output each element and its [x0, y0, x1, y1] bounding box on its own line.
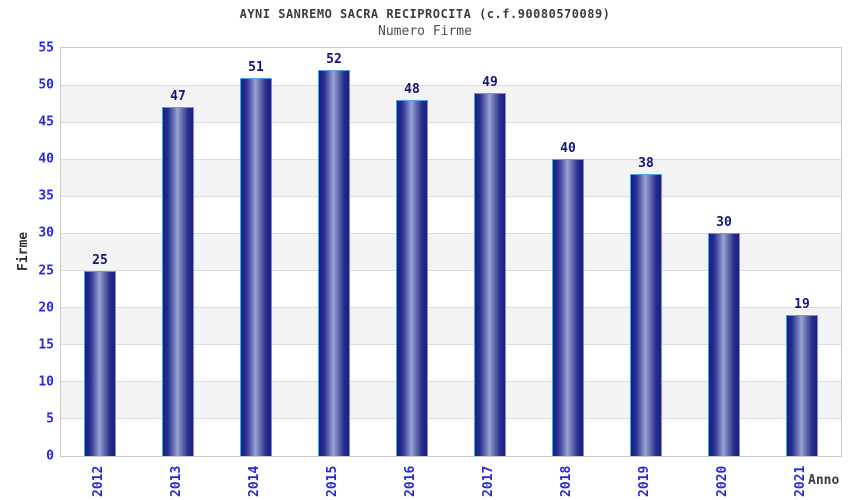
y-tick-label: 35: [38, 188, 54, 204]
x-tick-label: 2020: [715, 465, 730, 497]
bar: [474, 92, 506, 456]
bar: [396, 99, 428, 456]
y-tick-label: 50: [38, 77, 54, 93]
grid-line: [61, 158, 841, 160]
bar: [630, 174, 662, 456]
bar: [162, 107, 194, 456]
bar-value-label: 38: [638, 156, 654, 172]
y-axis-tick-labels: 0 5 10 15 20 25 30 35 40 45 50 55: [0, 41, 54, 464]
x-tick-label: 2016: [403, 465, 418, 497]
grid-line: [61, 84, 841, 86]
bar-value-label: 52: [326, 52, 342, 68]
y-tick-label: 5: [46, 411, 54, 427]
y-tick-label: 20: [38, 300, 54, 316]
bar-value-label: 48: [404, 81, 420, 97]
bar-value-label: 40: [560, 141, 576, 157]
x-tick-label: 2014: [247, 465, 262, 497]
bar: [786, 315, 818, 456]
x-tick-label: 2021: [793, 465, 808, 497]
bar: [708, 233, 740, 456]
x-tick-label: 2018: [559, 465, 574, 497]
grid-line: [61, 307, 841, 309]
bar-value-label: 47: [170, 89, 186, 105]
grid-line: [61, 121, 841, 123]
x-tick-label: 2012: [91, 465, 106, 497]
x-tick-label: 2013: [169, 465, 184, 497]
y-tick-label: 45: [38, 114, 54, 130]
bar: [84, 270, 116, 456]
y-tick-label: 10: [38, 374, 54, 390]
grid-line: [61, 232, 841, 234]
y-tick-label: 55: [38, 40, 54, 56]
plot-area: 25 47 51 52 48 49 40 38 30 19: [60, 47, 842, 457]
bar: [318, 70, 350, 456]
grid-line: [61, 270, 841, 272]
x-axis-tick-labels: 2012 2013 2014 2015 2016 2017 2018 2019 2020 2021: [60, 461, 840, 499]
x-tick-label: 2015: [325, 465, 340, 497]
grid-line: [61, 381, 841, 383]
grid-line: [61, 195, 841, 197]
bar-value-label: 51: [248, 59, 264, 75]
bar: [240, 77, 272, 456]
y-tick-label: 0: [46, 448, 54, 464]
bar-value-label: 19: [794, 297, 810, 313]
grid-line: [61, 344, 841, 346]
bar-value-label: 49: [482, 74, 498, 90]
bar: [552, 159, 584, 456]
x-tick-label: 2019: [637, 465, 652, 497]
chart-title: AYNI SANREMO SACRA RECIPROCITA (c.f.9008…: [239, 7, 611, 21]
x-axis-title: Anno: [808, 473, 840, 488]
y-tick-label: 15: [38, 337, 54, 353]
grid-line: [61, 418, 841, 420]
y-tick-label: 25: [38, 263, 54, 279]
chart-subtitle: Numero Firme: [378, 24, 472, 39]
y-tick-label: 40: [38, 151, 54, 167]
x-tick-label: 2017: [481, 465, 496, 497]
bar-value-label: 25: [92, 252, 108, 268]
y-tick-label: 30: [38, 225, 54, 241]
bar-value-label: 30: [716, 215, 732, 231]
